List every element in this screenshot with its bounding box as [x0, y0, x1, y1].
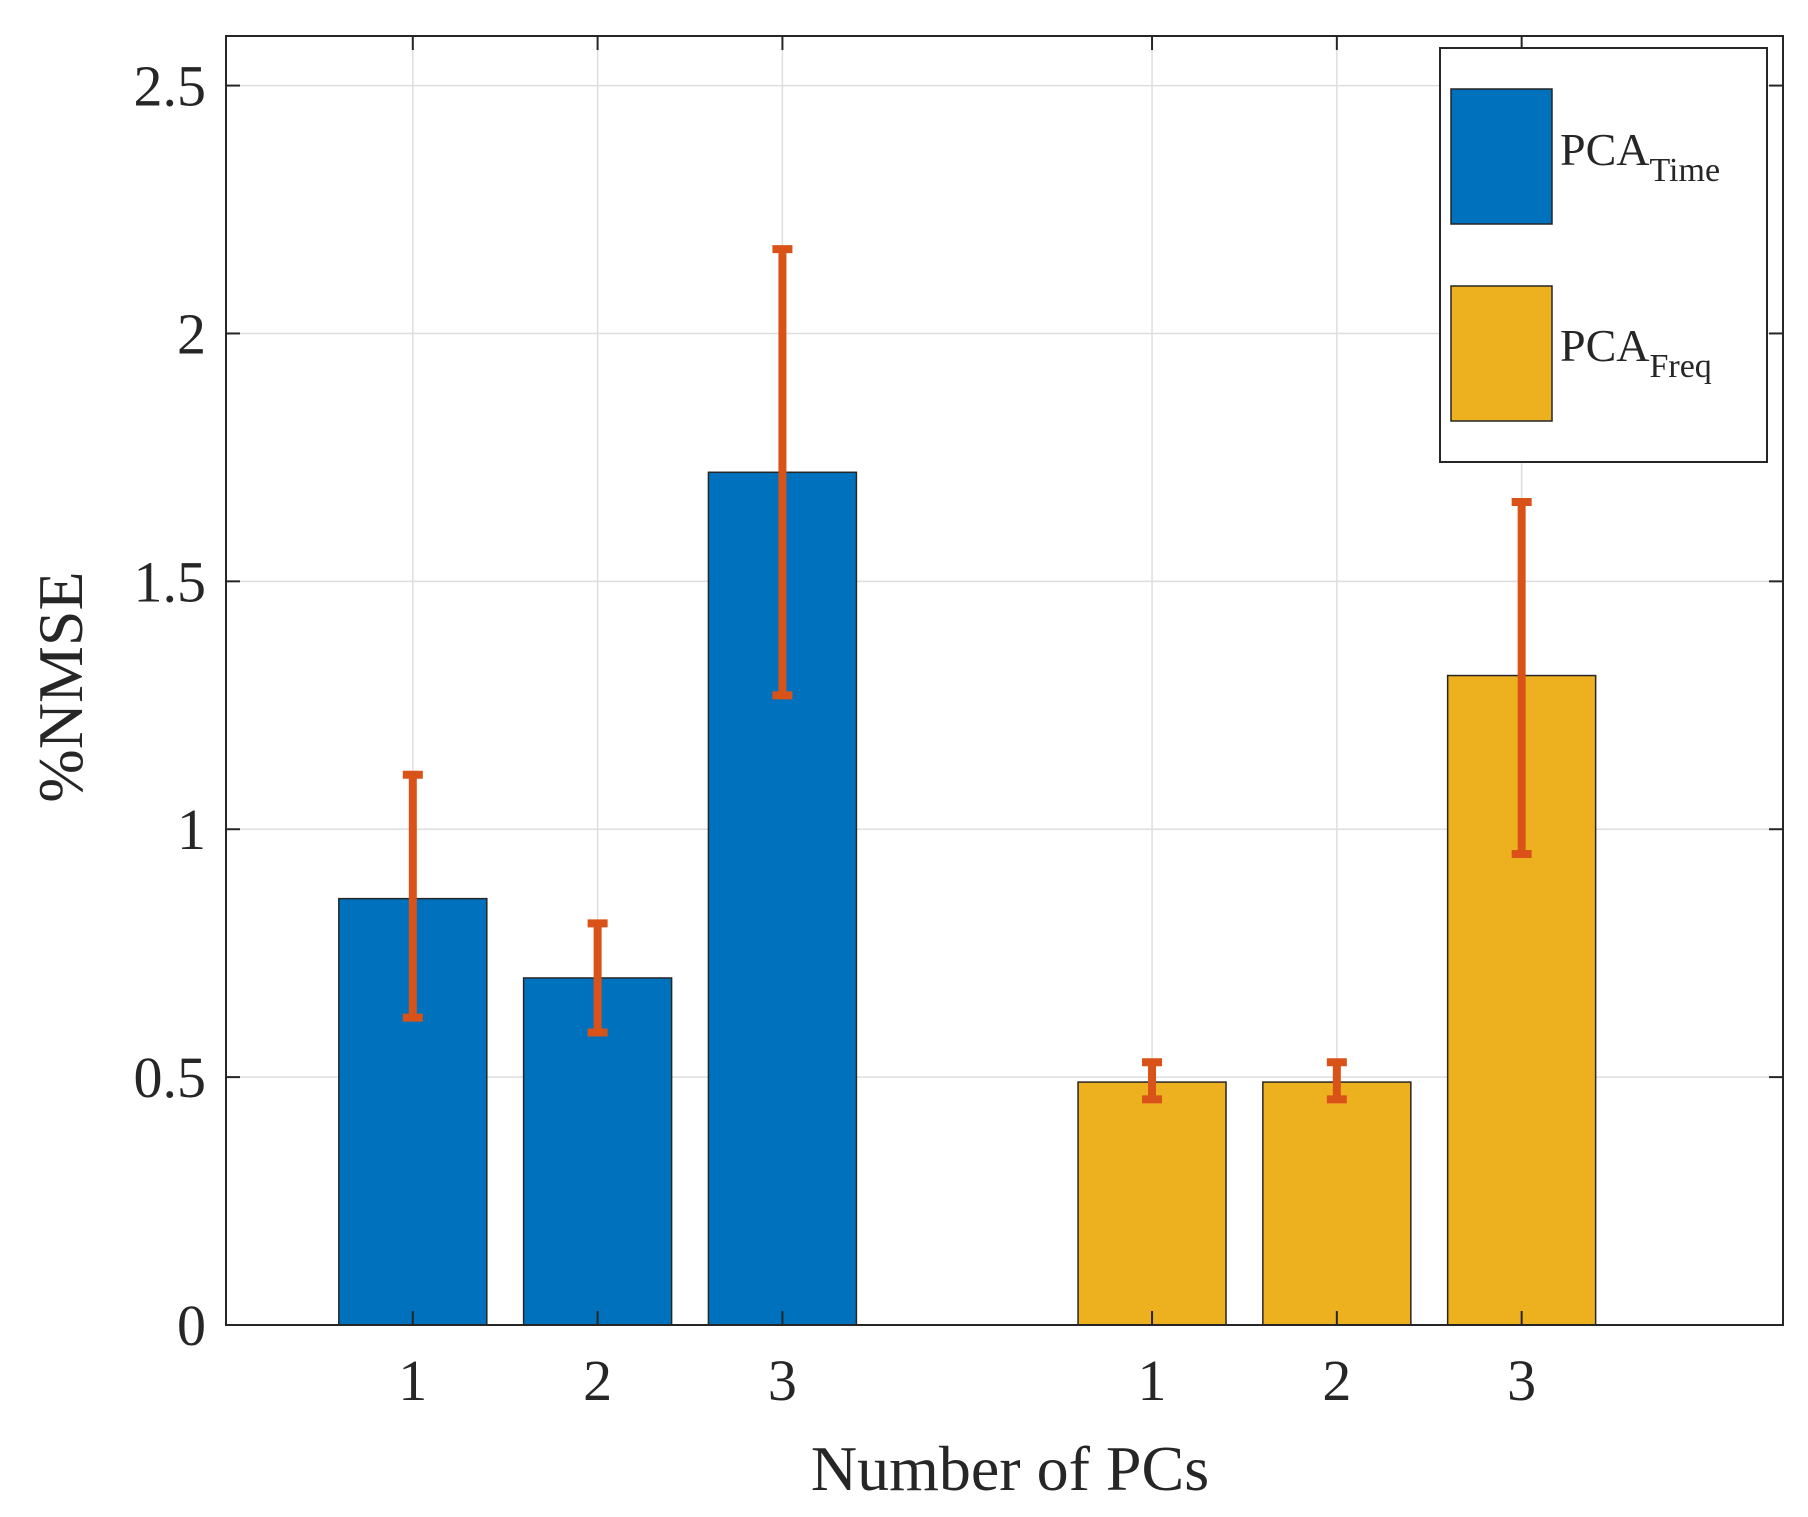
- legend-swatch-pca-freq: [1450, 285, 1553, 422]
- y-tick-label: 1.5: [134, 549, 207, 614]
- x-axis-label: Number of PCs: [811, 1433, 1209, 1504]
- error-bars: [402, 245, 1532, 1104]
- error-bar-pca-freq-1: [1142, 1058, 1163, 1104]
- x-tick-label: 2: [583, 1348, 612, 1413]
- y-tick-label: 2: [177, 301, 206, 366]
- legend-label-pca-freq: PCAFreq: [1560, 320, 1712, 385]
- error-bar-pca-time-1: [402, 770, 423, 1022]
- x-tick-label: 1: [1138, 1348, 1167, 1413]
- x-tick-label: 3: [1507, 1348, 1536, 1413]
- y-tick-label: 1: [177, 797, 206, 862]
- legend-main-pca-freq: PCA: [1560, 320, 1649, 371]
- legend-sub-pca-freq: Freq: [1649, 348, 1711, 385]
- legend-swatch-pca-time: [1450, 88, 1553, 225]
- bar-pca-freq-2: [1262, 1081, 1412, 1326]
- axis-ticks: [226, 36, 1783, 1326]
- legend-label-pca-time: PCATime: [1560, 124, 1720, 189]
- error-bar-pca-time-3: [772, 245, 793, 700]
- error-bar-pca-freq-3: [1511, 498, 1532, 859]
- bars: [338, 471, 1597, 1326]
- x-tick-label: 1: [398, 1348, 427, 1413]
- tick-labels: 0 0.5 1 1.5 2 2.5 1 2 3 1 2 3: [134, 54, 1537, 1413]
- y-tick-label: 2.5: [134, 54, 207, 119]
- y-tick-label: 0: [177, 1293, 206, 1358]
- legend-main-pca-time: PCA: [1560, 124, 1649, 175]
- axes-frame: [225, 35, 1784, 1326]
- y-axis-label: %NMSE: [25, 571, 96, 802]
- x-tick-label: 2: [1322, 1348, 1351, 1413]
- bar-pca-freq-1: [1077, 1081, 1227, 1326]
- legend: PCATime PCAFreq: [1439, 47, 1768, 463]
- legend-sub-pca-time: Time: [1649, 152, 1720, 189]
- x-tick-label: 3: [768, 1348, 797, 1413]
- error-bar-pca-time-2: [587, 919, 608, 1037]
- y-tick-label: 0.5: [134, 1045, 207, 1110]
- error-bar-pca-freq-2: [1326, 1058, 1347, 1104]
